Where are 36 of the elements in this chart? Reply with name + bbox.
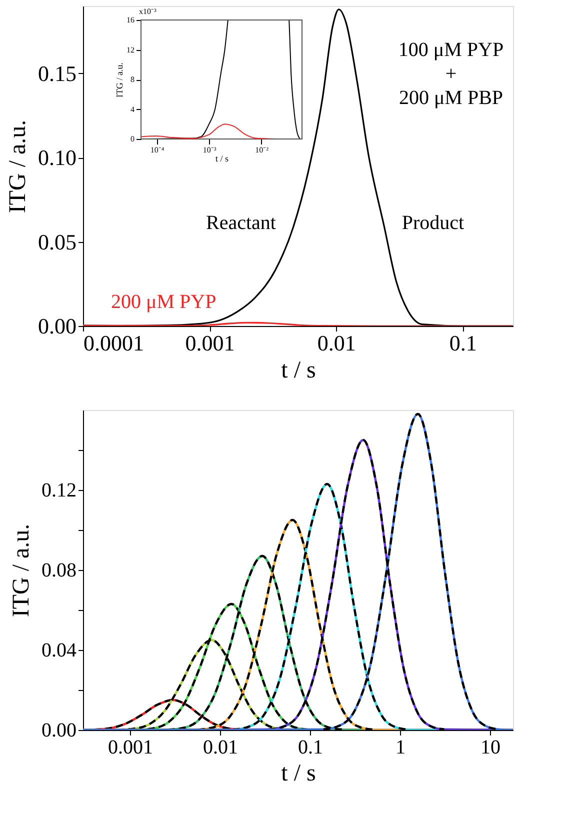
y-tick-label: 8 (130, 75, 134, 84)
annotation: x10⁻³ (139, 7, 157, 16)
y-tick-label: 0.15 (38, 60, 76, 86)
x-tick-label: 10⁻⁴ (150, 146, 164, 154)
x-tick-label: 1 (396, 736, 406, 758)
y-tick-label: 0.04 (42, 640, 76, 662)
y-axis-title: ITG / a.u. (8, 524, 34, 618)
y-tick-label: 16 (126, 16, 134, 24)
y-tick-label: 0.00 (42, 720, 76, 742)
x-axis-title: t / s (281, 358, 316, 384)
x-tick-label: 0.01 (317, 330, 356, 356)
x-tick-label: 0.1 (298, 736, 324, 758)
x-tick-label: 10⁻² (255, 146, 270, 154)
series-label: 200 μM PYP (111, 291, 216, 313)
x-tick-label: 10 (480, 736, 501, 758)
y-axis-title: ITG / a.u. (114, 62, 124, 98)
x-tick-label: 0.001 (108, 736, 154, 758)
y-tick-label: 0.05 (38, 229, 76, 254)
y-tick-label: 0 (130, 134, 134, 144)
annotation: Reactant (206, 212, 276, 234)
y-tick-label: 12 (126, 45, 134, 54)
series-label: 100 μM PYP + 200 μM PBP (398, 39, 504, 109)
x-tick-label: 0.01 (203, 736, 238, 758)
y-axis-title: ITG / a.u. (5, 120, 31, 214)
y-tick-label: 0.12 (42, 480, 76, 502)
y-tick-label: 4 (130, 104, 134, 114)
x-tick-label: 0.001 (185, 330, 235, 356)
y-tick-label: 0.08 (42, 560, 76, 582)
y-tick-label: 0.00 (38, 314, 76, 338)
x-tick-label: 0.1 (449, 330, 477, 356)
x-axis-title: t / s (215, 154, 229, 164)
x-axis-title: t / s (281, 760, 316, 786)
x-tick-label: 0.0001 (84, 330, 144, 356)
y-tick-label: 0.10 (38, 145, 76, 170)
annotation: Product (402, 212, 465, 234)
x-tick-label: 10⁻³ (202, 146, 217, 154)
